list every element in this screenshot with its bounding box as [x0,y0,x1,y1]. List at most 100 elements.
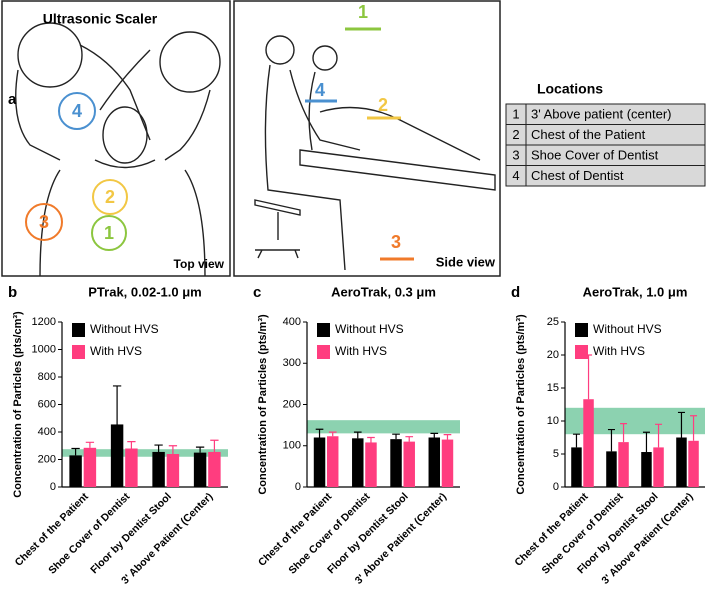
y-tick-label: 25 [547,316,559,328]
bar [688,440,699,487]
x-tick-label: Shoe Cover of Dentist [46,490,132,576]
bar [125,448,138,487]
y-tick-label: 5 [553,448,559,460]
y-tick-label: 300 [283,357,301,369]
y-axis-label: Concentration of Particles (pts/m³) [515,314,527,495]
side-view-frame [233,0,501,277]
error-bar [392,433,400,440]
bar [676,437,687,487]
x-tick-label: Chest of the Patient [13,490,92,569]
bar [583,399,594,487]
y-tick-label: 800 [38,371,56,383]
table-index: 2 [512,127,519,142]
bar [110,424,124,487]
bar [403,441,415,487]
error-bar [655,423,663,448]
error-bar [85,441,95,448]
error-bar [607,428,615,452]
legend-swatch [317,323,330,337]
bar [83,447,97,487]
panel-label: d [511,284,520,301]
bar [428,437,441,487]
bar [390,439,402,487]
table-index: 1 [512,107,519,122]
marker-label: 3 [391,232,401,252]
error-bar [443,434,452,440]
bar [326,436,339,487]
error-bar [430,432,439,438]
marker-ring [91,215,127,251]
legend-swatch [72,323,85,337]
error-bar [367,436,375,443]
top-view-drawing [15,22,221,277]
bar [606,451,617,487]
bar [653,447,664,487]
error-bar [353,431,362,439]
view-label: Side view [436,254,496,269]
top-view-frame [1,0,231,277]
x-tick-label: Floor by Dentist Stool [88,491,174,577]
marker-ring [25,203,63,241]
y-tick-label: 15 [547,382,559,394]
marker-label: 4 [315,80,325,100]
y-tick-label: 0 [50,481,56,493]
legend-label: With HVS [335,344,387,358]
legend-label: Without HVS [90,322,159,336]
error-bar [154,444,163,452]
marker-label: 1 [358,2,368,22]
bar [618,442,629,487]
y-tick-label: 400 [38,426,56,438]
bar [641,452,652,487]
table-text: Shoe Cover of Dentist [531,148,659,163]
marker-label: 2 [105,187,115,207]
bar [166,454,180,487]
x-tick-label: Chest of the Patient [256,490,335,569]
marker-label: 3 [39,212,49,232]
error-bar [405,436,414,442]
panel-label: b [8,284,17,301]
bar [352,438,364,487]
bar [193,452,207,487]
view-label: Top view [174,257,225,271]
table-index: 3 [512,148,519,163]
error-bar [328,431,337,437]
panel-label: a [8,91,17,108]
legend-label: Without HVS [335,322,404,336]
reference-band [62,449,228,457]
y-tick-label: 1200 [32,316,56,328]
y-tick-label: 20 [547,349,559,361]
chart-title: PTrak, 0.02-1.0 μm [88,284,201,299]
y-tick-label: 1000 [32,343,56,355]
table-text: Chest of the Patient [531,127,646,142]
chart-title: AeroTrak, 0.3 μm [331,284,436,299]
error-bar [71,447,80,456]
y-tick-label: 100 [283,440,301,452]
y-axis-label: Concentration of Particles (pts/cm³) [12,311,24,498]
y-tick-label: 200 [283,398,301,410]
y-tick-label: 400 [283,316,301,328]
marker-label: 1 [104,223,114,243]
table-index: 4 [512,168,519,183]
error-bar [315,428,324,438]
panel-title: Ultrasonic Scaler [43,11,158,27]
chart-title: AeroTrak, 1.0 μm [583,284,688,299]
y-tick-label: 200 [38,453,56,465]
error-bar [127,441,136,449]
error-bar [620,423,628,443]
bar [69,455,82,487]
legend-swatch [575,323,588,337]
table-text: 3' Above patient (center) [531,107,672,122]
bar [152,451,165,487]
side-view-drawing [254,35,496,271]
error-bar [210,439,219,452]
legend-swatch [317,345,330,359]
bar [441,439,454,487]
table-cell [525,165,706,187]
table-text: Chest of Dentist [531,168,624,183]
legend-label: With HVS [90,344,142,358]
marker-ring [92,179,128,215]
error-bar [690,415,698,441]
bar [313,437,326,487]
marker-ring [58,92,96,130]
